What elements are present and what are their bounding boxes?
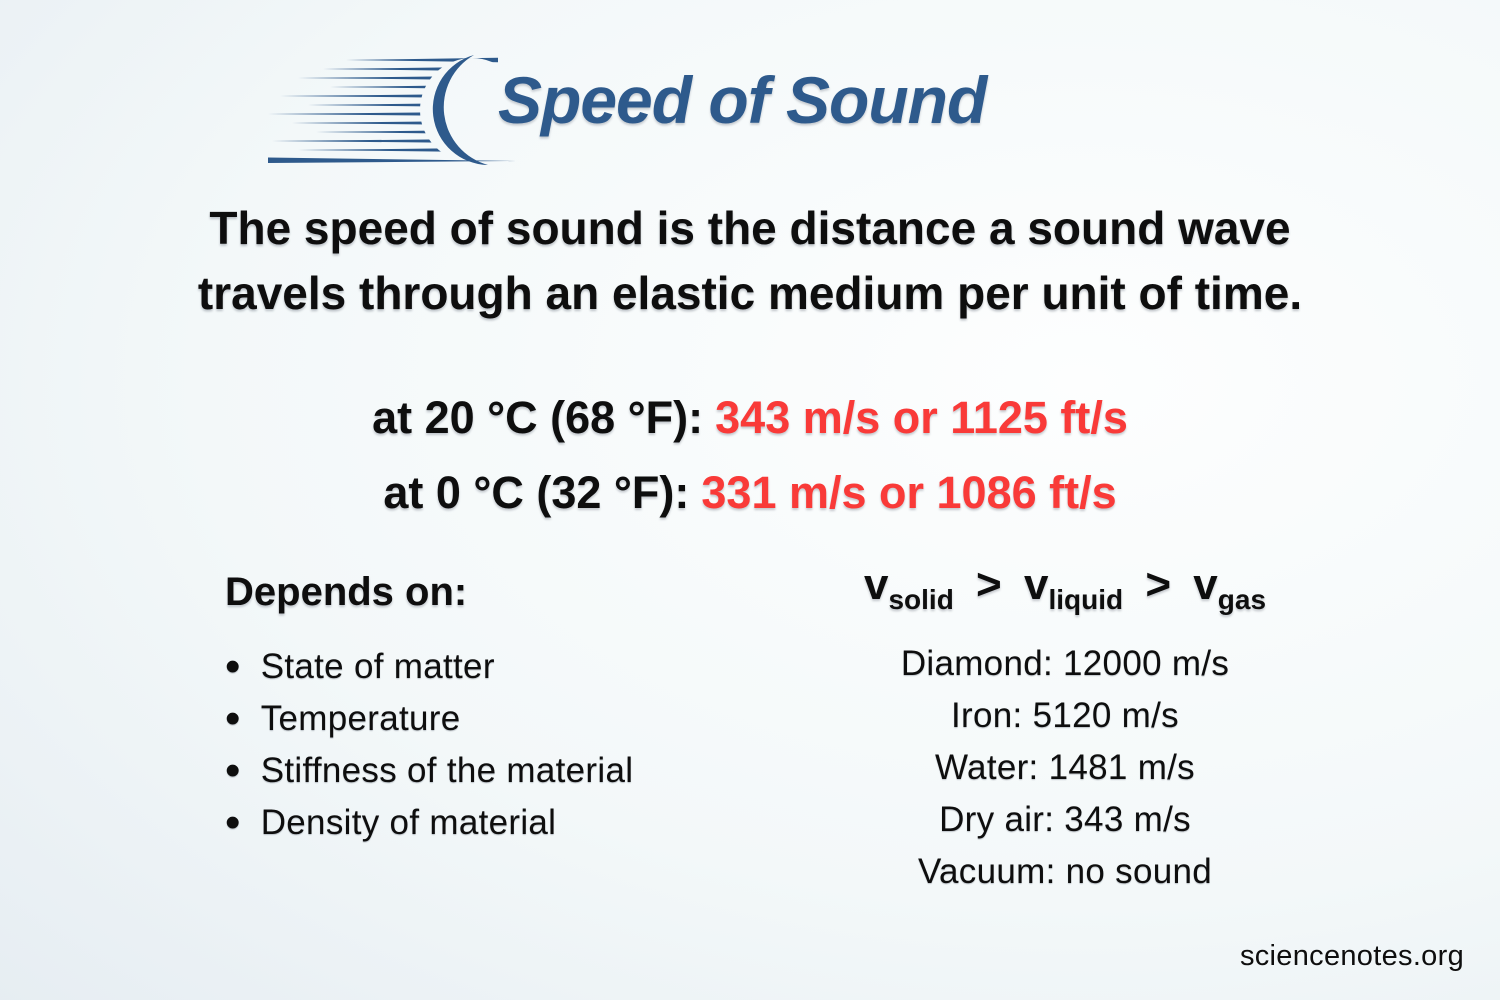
list-item: • Temperature — [225, 693, 745, 745]
speed-lines-logo — [268, 55, 516, 165]
definition-line-1: The speed of sound is the distance a sou… — [209, 202, 1291, 254]
bullet-icon: • — [225, 798, 241, 847]
formula-subscript: liquid — [1048, 584, 1124, 615]
list-item-label: Temperature — [260, 699, 461, 738]
material-speed-row: Vacuum: no sound — [917, 852, 1213, 891]
page-title: Speed of Sound — [498, 63, 987, 137]
greater-than-sign: > — [976, 560, 1002, 609]
speed-condition: at 0 °C (32 °F): — [383, 467, 690, 518]
speed-facts: at 20 °C (68 °F): 343 m/s or 1125 ft/s at… — [0, 380, 1500, 530]
formula-term-solid: vsolid — [863, 560, 954, 615]
bullet-icon: • — [225, 746, 241, 795]
formula-term-gas: vgas — [1193, 560, 1266, 615]
depends-on-list: • State of matter • Temperature • Stiffness… — [225, 641, 745, 849]
bullet-icon: • — [225, 642, 241, 691]
depends-on-section: Depends on: • State of matter • Temperatur… — [225, 570, 745, 849]
depends-on-heading: Depends on: — [225, 570, 468, 614]
speed-lines — [268, 57, 498, 153]
greater-than-sign: > — [1145, 560, 1172, 609]
list-item-label: Density of material — [260, 803, 557, 842]
comparison-section: vsolid > vliquid > vgas Diamond: 12000 m… — [820, 560, 1310, 898]
material-speed-row: Diamond: 12000 m/s — [900, 644, 1230, 683]
list-item-label: State of matter — [260, 647, 495, 686]
formula-base: v — [863, 560, 889, 609]
speed-condition: at 20 °C (68 °F): — [372, 392, 704, 443]
formula-base: v — [1193, 560, 1218, 609]
definition-text: The speed of sound is the distance a sou… — [0, 196, 1500, 326]
material-speed-list: Diamond: 12000 m/s Iron: 5120 m/s Water:… — [820, 638, 1310, 898]
state-speed-inequality: vsolid > vliquid > vgas — [820, 560, 1310, 616]
formula-subscript: solid — [888, 584, 954, 615]
definition-line-2: travels through an elastic medium per un… — [197, 267, 1303, 319]
formula-term-liquid: vliquid — [1023, 560, 1123, 615]
material-speed-row: Iron: 5120 m/s — [951, 696, 1179, 735]
speed-value: 331 m/s or 1086 ft/s — [701, 467, 1117, 518]
bullet-icon: • — [225, 694, 241, 743]
formula-base: v — [1023, 560, 1049, 609]
list-item: • Density of material — [225, 797, 745, 849]
material-speed-row: Dry air: 343 m/s — [939, 800, 1191, 839]
list-item: • State of matter — [225, 641, 745, 693]
speed-fact-20c: at 20 °C (68 °F): 343 m/s or 1125 ft/s — [0, 380, 1500, 455]
attribution: sciencenotes.org — [1239, 940, 1464, 972]
speed-fact-0c: at 0 °C (32 °F): 331 m/s or 1086 ft/s — [0, 455, 1500, 530]
material-speed-row: Water: 1481 m/s — [935, 748, 1195, 787]
list-item-label: Stiffness of the material — [260, 751, 634, 790]
formula-subscript: gas — [1217, 584, 1267, 615]
list-item: • Stiffness of the material — [225, 745, 745, 797]
speed-value: 343 m/s or 1125 ft/s — [715, 392, 1128, 443]
logo-crescent-and-tail — [268, 55, 516, 165]
